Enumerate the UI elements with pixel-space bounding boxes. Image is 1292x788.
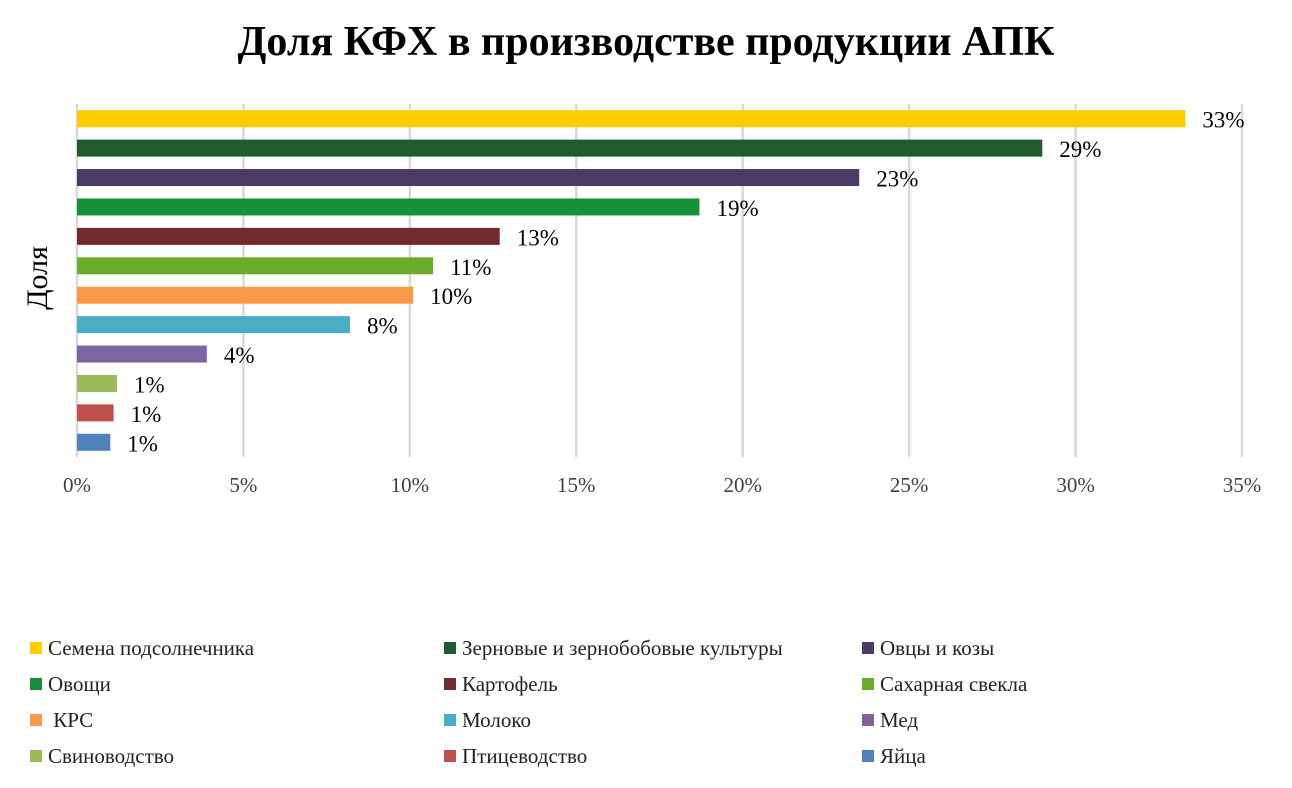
- legend-item: Мед: [862, 708, 918, 732]
- legend-label: Овцы и козы: [880, 635, 995, 660]
- bar: [77, 345, 207, 363]
- legend-item: КРС: [30, 708, 93, 732]
- x-tick-label: 20%: [723, 473, 762, 497]
- x-tick-label: 15%: [557, 473, 596, 497]
- legend-item: Молоко: [444, 708, 531, 732]
- legend-swatch: [30, 678, 42, 690]
- data-label: 13%: [517, 225, 559, 250]
- bar: [77, 198, 700, 216]
- bar: [77, 286, 414, 304]
- bar: [77, 374, 117, 392]
- legend-label: Овощи: [48, 671, 111, 696]
- legend-item: Свиноводство: [30, 744, 174, 768]
- bar: [77, 110, 1186, 128]
- legend-swatch: [862, 642, 874, 654]
- legend-label: Мед: [880, 707, 919, 732]
- chart-title: Доля КФХ в производстве продукции АПК: [237, 19, 1055, 65]
- x-tick-label: 10%: [391, 473, 430, 497]
- bar: [77, 169, 860, 187]
- legend-item: Птицеводство: [444, 744, 587, 768]
- plot-area: 0% 5% 10% 15% 20% 25% 30% 35% 33% 29% 23% 19% 13% 11%…: [63, 104, 1262, 497]
- bar: [77, 139, 1043, 157]
- legend-swatch: [444, 714, 456, 726]
- data-label: 8%: [367, 314, 398, 339]
- data-label: 10%: [430, 284, 472, 309]
- legend-swatch: [30, 750, 42, 762]
- legend-label: Свиноводство: [48, 743, 175, 768]
- legend-label: Птицеводство: [462, 743, 588, 768]
- legend-swatch: [30, 714, 42, 726]
- legend-swatch: [862, 714, 874, 726]
- x-tick-label: 30%: [1056, 473, 1095, 497]
- bar: [77, 316, 350, 334]
- legend-swatch: [862, 750, 874, 762]
- data-label: 4%: [224, 343, 255, 368]
- data-label: 29%: [1059, 137, 1101, 162]
- bar: [77, 227, 500, 245]
- x-tick-label: 35%: [1223, 473, 1262, 497]
- legend-swatch: [444, 750, 456, 762]
- legend-item: Овощи: [30, 672, 111, 696]
- bar: [77, 257, 434, 275]
- legend-swatch: [444, 642, 456, 654]
- legend-item: Картофель: [444, 672, 558, 696]
- legend-label: Молоко: [462, 707, 531, 732]
- x-tick-label: 25%: [890, 473, 929, 497]
- legend-label: Картофель: [462, 671, 558, 696]
- legend-label: КРС: [48, 707, 94, 732]
- legend-label: Яйца: [880, 743, 926, 768]
- data-label: 1%: [134, 372, 165, 397]
- bar: [77, 433, 111, 451]
- data-label: 1%: [131, 402, 162, 427]
- x-tick-label: 0%: [63, 473, 91, 497]
- data-label: 1%: [127, 431, 158, 456]
- legend-item: Сахарная свекла: [862, 672, 1027, 696]
- legend-label: Сахарная свекла: [880, 671, 1028, 696]
- legend-swatch: [30, 642, 42, 654]
- data-label: 19%: [716, 196, 758, 221]
- x-tick-label: 5%: [229, 473, 257, 497]
- legend-label: Семена подсолнечника: [48, 635, 255, 660]
- data-label: 33%: [1202, 108, 1244, 133]
- legend-swatch: [444, 678, 456, 690]
- legend-item: Овцы и козы: [862, 636, 994, 660]
- legend-swatch: [862, 678, 874, 690]
- legend-item: Зерновые и зернобобовые культуры: [444, 636, 783, 660]
- legend-label: Зерновые и зернобобовые культуры: [462, 635, 783, 660]
- bar: [77, 404, 114, 422]
- legend-item: Яйца: [862, 744, 926, 768]
- data-label: 23%: [876, 167, 918, 192]
- data-label: 11%: [450, 255, 491, 280]
- legend-item: Семена подсолнечника: [30, 636, 254, 660]
